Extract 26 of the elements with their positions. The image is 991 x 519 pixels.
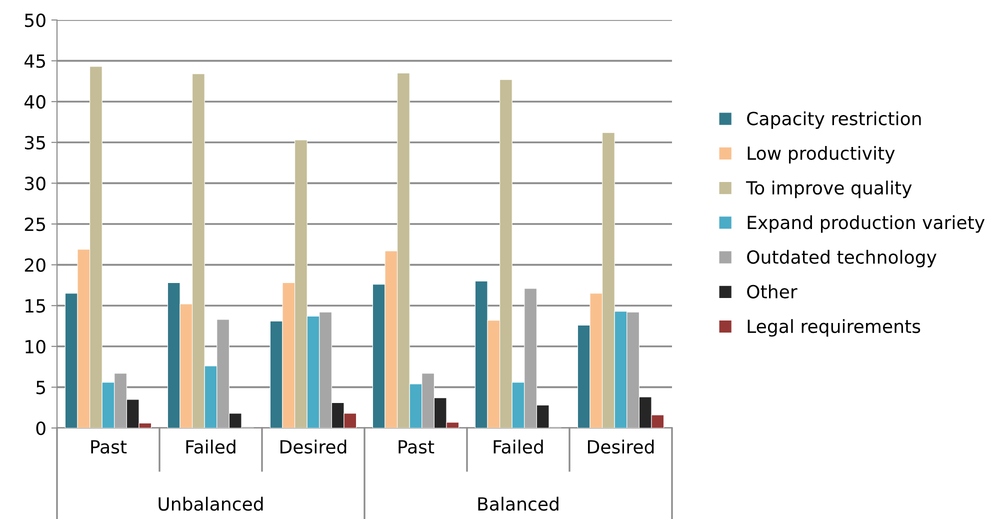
x-tick-label: Past: [398, 440, 434, 454]
y-tick-label: 15: [26, 299, 46, 313]
y-tick-label: 35: [24, 136, 46, 150]
legend-label: Expand production variety: [748, 215, 985, 233]
legend-label: To improve quality: [746, 180, 912, 198]
x-tick-label: Past: [91, 440, 127, 454]
y-tick-label: 50: [25, 13, 46, 28]
x-tick-label: Failed: [494, 440, 543, 454]
legend-label: Other: [747, 284, 798, 298]
y-tick-label: 40: [24, 95, 46, 109]
text: Unbalanced: [158, 496, 263, 511]
y-tick-label: 0: [36, 421, 46, 436]
x-tick-label: Failed: [186, 440, 236, 454]
y-tick-label: 20: [24, 258, 46, 272]
x-tick-label: Desired: [280, 440, 346, 454]
y-tick-label: 10: [26, 340, 46, 354]
y-tick-label: 30: [24, 176, 46, 190]
legend-label: Capacity restriction: [747, 111, 921, 129]
x-tick-label: Desired: [588, 440, 654, 454]
legend-label: Legal requirements: [748, 319, 920, 337]
legend-label: Outdated technology: [747, 250, 936, 268]
text: Balanced: [478, 496, 558, 511]
y-tick-label: 25: [24, 217, 46, 232]
y-tick-label: 45: [24, 54, 46, 68]
legend-label: Low productivity: [748, 146, 895, 164]
y-tick-label: 5: [36, 380, 46, 394]
